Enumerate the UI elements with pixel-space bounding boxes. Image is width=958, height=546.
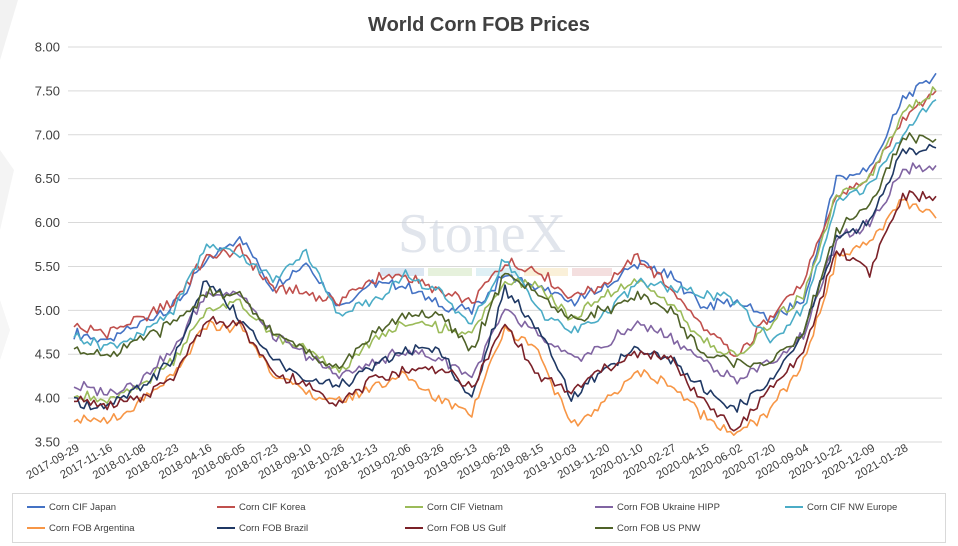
watermark-bar-red — [572, 268, 612, 276]
series-line-corn-cif-nw-europe — [73, 99, 937, 352]
legend-item: Corn CIF Korea — [217, 500, 306, 514]
legend: Corn CIF Japan Corn CIF Korea Corn CIF Vie… — [12, 493, 946, 543]
series-line-corn-fob-us-pnw — [73, 132, 937, 370]
legend-item: Corn CIF NW Europe — [785, 500, 897, 514]
y-tick-label: 7.00 — [35, 127, 60, 142]
legend-swatch — [405, 505, 423, 509]
series-line-corn-cif-vietnam — [73, 86, 937, 404]
y-tick-label: 6.00 — [35, 215, 60, 230]
watermark-text: StoneX — [398, 203, 566, 265]
y-tick-label: 4.00 — [35, 391, 60, 406]
legend-item: Corn CIF Vietnam — [405, 500, 503, 514]
y-tick-label: 8.00 — [35, 40, 60, 55]
legend-swatch — [595, 526, 613, 530]
series-line-corn-fob-argentina — [73, 198, 937, 436]
series-line-corn-fob-brazil — [73, 143, 937, 413]
y-tick-label: 5.00 — [35, 303, 60, 318]
stonex-watermark: StoneX — [380, 203, 612, 276]
legend-swatch — [405, 526, 423, 530]
legend-item: Corn FOB Argentina — [27, 521, 135, 535]
legend-label: Corn CIF Japan — [49, 501, 117, 513]
series-line-corn-cif-japan — [73, 72, 937, 344]
legend-label: Corn CIF Korea — [239, 501, 306, 513]
series-lines — [73, 72, 937, 436]
legend-swatch — [595, 505, 613, 509]
legend-item: Corn FOB Brazil — [217, 521, 308, 535]
watermark-bar-blue — [380, 268, 424, 276]
y-tick-label: 6.50 — [35, 171, 60, 186]
legend-label: Corn FOB US PNW — [617, 522, 701, 534]
legend-label: Corn FOB US Gulf — [427, 522, 506, 534]
y-tick-label: 3.50 — [35, 435, 60, 450]
legend-label: Corn CIF NW Europe — [807, 501, 898, 513]
legend-item: Corn FOB US Gulf — [405, 521, 506, 535]
chart-title: World Corn FOB Prices — [368, 14, 590, 36]
x-axis-tick-labels: 2017-09-292017-11-162018-01-082018-02-23… — [25, 442, 911, 482]
y-tick-label: 7.50 — [35, 83, 60, 98]
line-chart: StoneX 3.50 4.00 4.50 5.00 5.50 6.00 6.50 7.00 7… — [25, 40, 942, 482]
legend-swatch — [217, 505, 235, 509]
legend-item: Corn FOB US PNW — [595, 521, 700, 535]
y-tick-label: 5.50 — [35, 259, 60, 274]
legend-swatch — [27, 505, 45, 509]
legend-label: Corn FOB Brazil — [239, 522, 309, 534]
legend-swatch — [785, 505, 803, 509]
y-tick-label: 4.50 — [35, 347, 60, 362]
y-axis-tick-labels: 3.50 4.00 4.50 5.00 5.50 6.00 6.50 7.00 7.50 8.00 — [35, 40, 60, 450]
series-line-corn-fob-ukraine-hipp — [73, 162, 937, 397]
legend-item: Corn CIF Japan — [27, 500, 116, 514]
legend-swatch — [27, 526, 45, 530]
legend-label: Corn FOB Argentina — [49, 522, 135, 534]
watermark-bar-yellow — [524, 268, 568, 276]
series-line-corn-cif-korea — [73, 90, 937, 357]
legend-label: Corn CIF Vietnam — [427, 501, 503, 513]
watermark-bar-green — [428, 268, 472, 276]
legend-swatch — [217, 526, 235, 530]
legend-label: Corn FOB Ukraine HIPP — [617, 501, 720, 513]
series-line-corn-fob-us-gulf — [73, 190, 937, 432]
legend-item: Corn FOB Ukraine HIPP — [595, 500, 720, 514]
